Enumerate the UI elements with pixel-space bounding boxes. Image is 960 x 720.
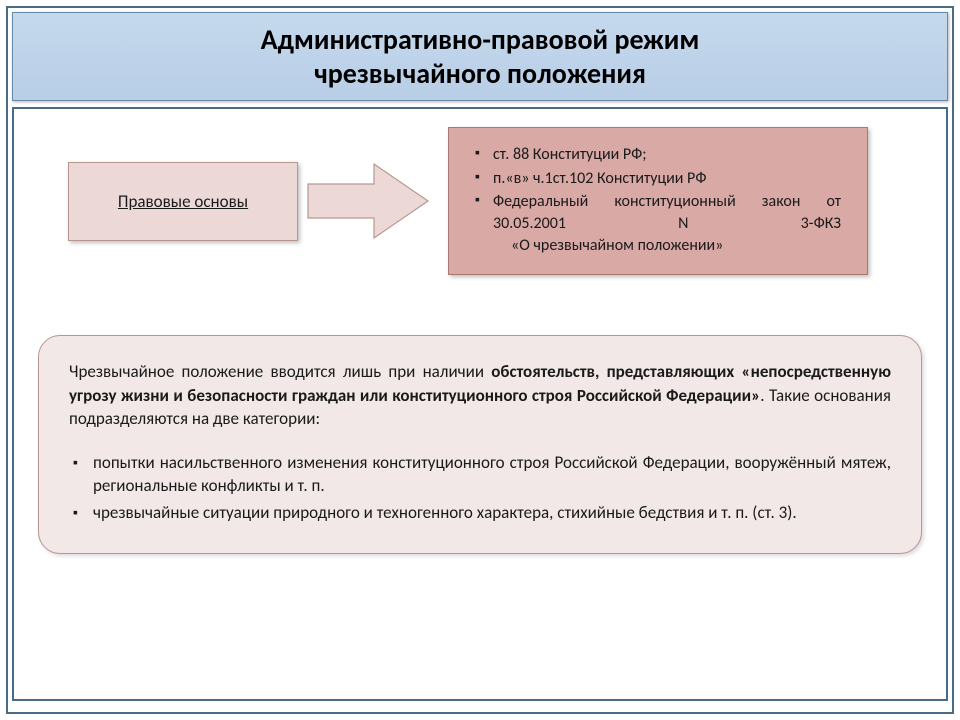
content-frame: Правовые основы ст. 88 Конституции РФ; п… [12,107,948,701]
intro-plain-1: Чрезвычайное положение вводится лишь при… [69,361,491,382]
title-line-2: чрезвычайного положения [314,56,646,91]
arrow-icon [304,156,434,246]
description-box: Чрезвычайное положение вводится лишь при… [38,335,922,554]
title-bar: Административно-правовой режим чрезвычай… [12,12,948,101]
legal-sources-list: ст. 88 Конституции РФ; п.«в» ч.1ст.102 К… [475,144,841,256]
title-line-1: Административно-правовой режим [261,22,700,57]
legal-source-item: п.«в» ч.1ст.102 Конституции РФ [475,168,841,190]
top-row: Правовые основы ст. 88 Конституции РФ; п… [38,127,922,275]
page-title: Административно-правовой режим чрезвычай… [33,23,927,90]
legal-source-item: «О чрезвычайном положении» [475,235,841,257]
legal-source-item: ст. 88 Конституции РФ; [475,144,841,166]
legal-source-item: Федеральный конституционный закон от 30.… [475,191,841,234]
description-bullet: чрезвычайные ситуации природного и техно… [69,501,891,524]
outer-frame: Административно-правовой режим чрезвычай… [6,6,954,714]
description-bullets: попытки насильственного изменения консти… [69,451,891,525]
arrow-shape [308,164,428,238]
legal-basis-box: Правовые основы [68,162,298,241]
description-intro: Чрезвычайное положение вводится лишь при… [69,360,891,430]
legal-basis-label: Правовые основы [118,191,248,212]
description-bullet: попытки насильственного изменения консти… [69,451,891,498]
legal-sources-box: ст. 88 Конституции РФ; п.«в» ч.1ст.102 К… [448,127,868,275]
